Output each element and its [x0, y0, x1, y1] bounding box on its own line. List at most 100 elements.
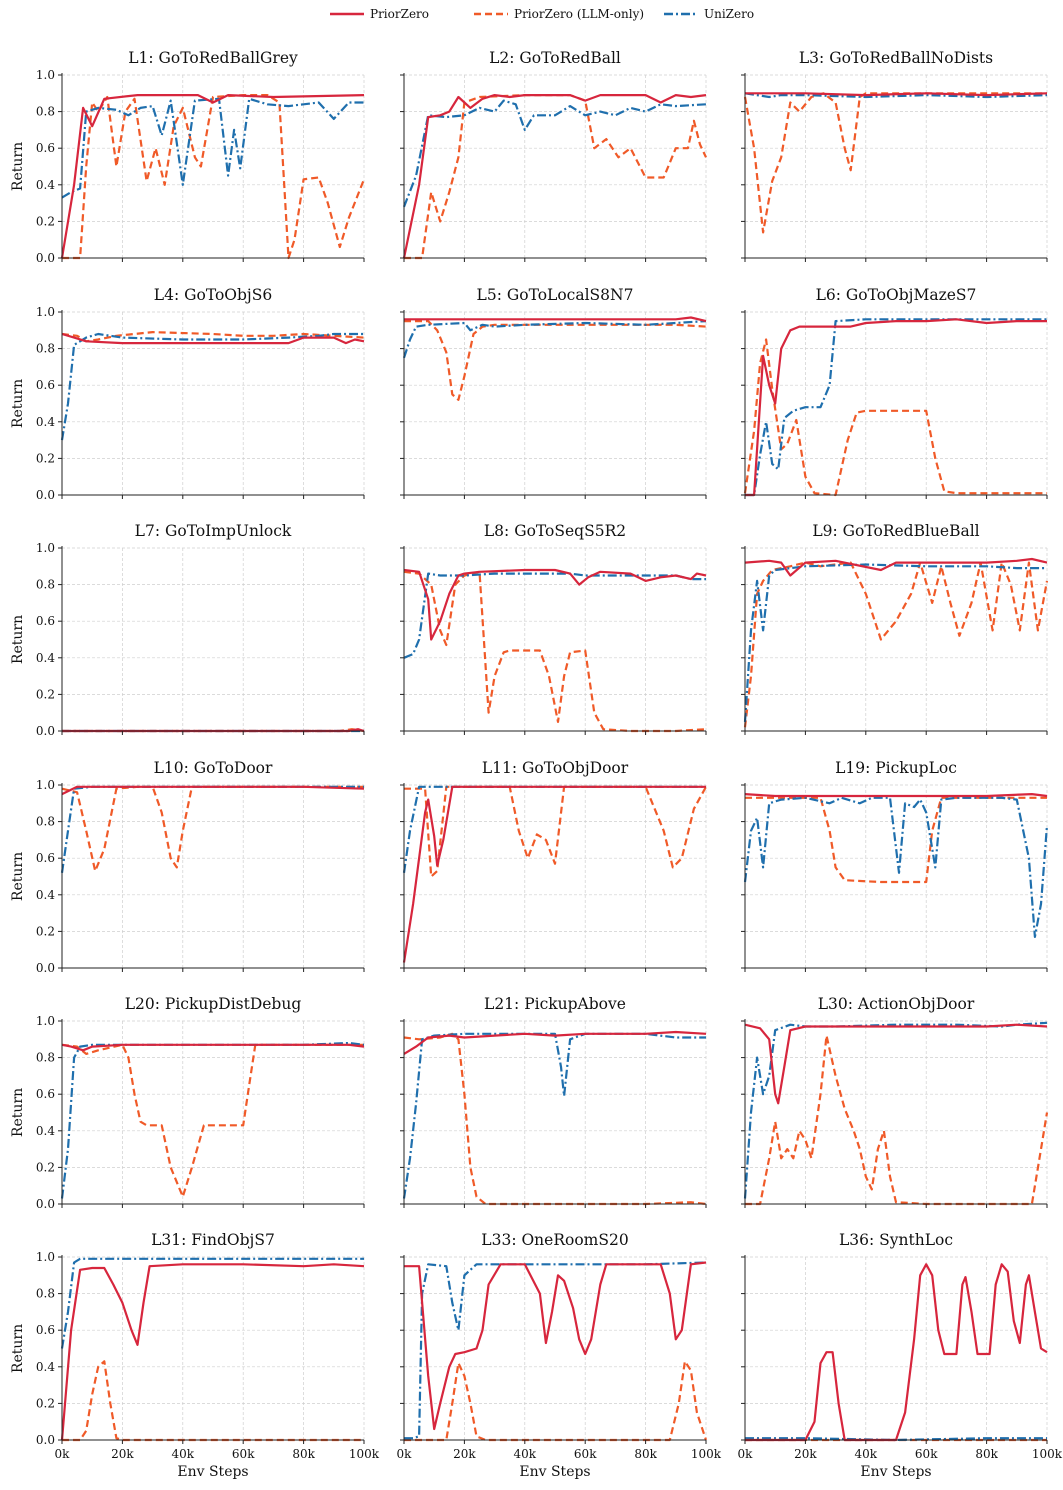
y-tick-label: 0.0	[36, 724, 55, 738]
series-line	[60, 1041, 365, 1199]
series-line	[404, 785, 707, 878]
series-line	[61, 97, 364, 199]
series-line	[745, 92, 1048, 97]
y-axis-label: Return	[10, 1088, 26, 1137]
series-line	[743, 1021, 1048, 1199]
panel-title: L30: ActionObjDoor	[818, 995, 975, 1013]
y-tick-label: 0.2	[36, 687, 55, 701]
series-line	[404, 1261, 707, 1431]
legend-entry: PriorZero	[330, 7, 429, 21]
series-line	[743, 561, 1049, 728]
y-tick-label: 0.0	[36, 961, 55, 975]
x-tick-label: 60k	[574, 1447, 597, 1461]
y-tick-label: 1.0	[36, 541, 55, 555]
x-tick-label: 20k	[453, 1447, 476, 1461]
gridlines	[403, 784, 707, 969]
x-tick-label: 80k	[975, 1447, 998, 1461]
x-tick-label: 40k	[172, 1447, 195, 1461]
panel-title: L21: PickupAbove	[484, 995, 626, 1013]
series-line	[61, 1043, 365, 1052]
x-axis-label: Env Steps	[177, 1464, 248, 1480]
series-line	[402, 99, 707, 208]
x-axis-label: Env Steps	[519, 1464, 590, 1480]
y-tick-label: 0.4	[36, 888, 55, 902]
series-line	[403, 568, 707, 641]
gridlines	[403, 311, 707, 496]
panel-title: L19: PickupLoc	[835, 759, 957, 777]
gridlines	[744, 784, 1048, 969]
panel-title: L36: SynthLoc	[839, 1231, 953, 1249]
chart-panel: L4: GoToObjS6 0.0 0.2 0.4 0.6 0.8 1.0 Return	[10, 286, 365, 502]
y-tick-label: 1.0	[36, 305, 55, 319]
x-tick-label: 60k	[232, 1447, 255, 1461]
series-line	[60, 785, 364, 873]
gridlines	[61, 311, 365, 496]
y-tick-label: 0.8	[36, 815, 55, 829]
y-tick-label: 1.0	[36, 1250, 55, 1264]
panel-title: L10: GoToDoor	[154, 759, 273, 777]
panel-title: L9: GoToRedBlueBall	[812, 522, 979, 540]
panel-title: L8: GoToSeqS5R2	[484, 522, 626, 540]
legend-label: PriorZero	[370, 7, 429, 21]
x-tick-label: 20k	[111, 1447, 134, 1461]
series-line	[744, 557, 1048, 577]
series-line	[402, 320, 707, 359]
y-axis-label: Return	[10, 1324, 26, 1373]
gridlines	[61, 1256, 365, 1441]
panel-title: L31: FindObjS7	[151, 1231, 275, 1249]
series-line	[743, 563, 1047, 722]
y-tick-label: 0.0	[36, 251, 55, 265]
y-tick-label: 0.6	[36, 141, 55, 155]
series-line	[743, 796, 1049, 938]
y-tick-label: 1.0	[36, 778, 55, 792]
panel-title: L11: GoToObjDoor	[482, 759, 629, 777]
series-line	[745, 1034, 1049, 1206]
panel-title: L7: GoToImpUnlock	[135, 522, 292, 540]
panel-title: L33: OneRoomS20	[481, 1231, 628, 1249]
y-tick-label: 0.6	[36, 614, 55, 628]
series-line	[60, 332, 364, 441]
series-line	[62, 1360, 364, 1442]
series-line	[404, 316, 707, 323]
panel-title: L20: PickupDistDebug	[125, 995, 302, 1013]
gridlines	[61, 547, 365, 732]
series-line	[403, 572, 706, 659]
chart-panel: L5: GoToLocalS8N7	[400, 286, 707, 499]
series-line	[61, 785, 364, 873]
x-tick-label: 100k	[1032, 1447, 1063, 1461]
panel-title: L1: GoToRedBallGrey	[128, 49, 298, 67]
y-tick-label: 0.6	[36, 1087, 55, 1101]
y-axis-label: Return	[10, 615, 26, 664]
y-tick-label: 0.8	[36, 578, 55, 592]
x-tick-label: 40k	[855, 1447, 878, 1461]
y-tick-label: 0.2	[36, 1160, 55, 1174]
y-tick-label: 0.8	[36, 1287, 55, 1301]
chart-panel: L33: OneRoomS20 0k 20k 40k 60k 80k 100k Env Ste…	[397, 1231, 722, 1480]
y-tick-label: 0.6	[36, 378, 55, 392]
series-line	[743, 338, 1047, 497]
legend-label: UniZero	[704, 7, 754, 21]
y-tick-label: 1.0	[36, 68, 55, 82]
y-tick-label: 0.0	[36, 1433, 55, 1447]
series-line	[60, 1257, 364, 1349]
x-tick-label: 100k	[691, 1447, 722, 1461]
series-line	[745, 318, 1047, 497]
series-line	[61, 1043, 364, 1198]
panels: L1: GoToRedBallGrey 0.0 0.2 0.4 0.6 0.8 1.0 Ret…	[10, 49, 1063, 1480]
chart-panel: L11: GoToObjDoor	[400, 759, 707, 972]
y-axis-label: Return	[10, 379, 26, 428]
series-line	[743, 92, 1047, 234]
y-tick-label: 0.2	[36, 451, 55, 465]
chart-panel: L20: PickupDistDebug 0.0 0.2 0.4 0.6 0.8 1.0 Re…	[10, 995, 365, 1211]
panel-title: L5: GoToLocalS8N7	[477, 286, 634, 304]
x-tick-label: 0k	[738, 1447, 754, 1461]
chart-panel: L19: PickupLoc	[741, 759, 1049, 972]
series-line	[745, 1263, 1048, 1442]
series-line	[744, 793, 1048, 798]
series-line	[404, 320, 707, 401]
y-tick-label: 0.4	[36, 178, 55, 192]
x-tick-label: 80k	[292, 1447, 315, 1461]
chart-panel: L21: PickupAbove	[400, 995, 707, 1208]
series-line	[745, 318, 1047, 497]
